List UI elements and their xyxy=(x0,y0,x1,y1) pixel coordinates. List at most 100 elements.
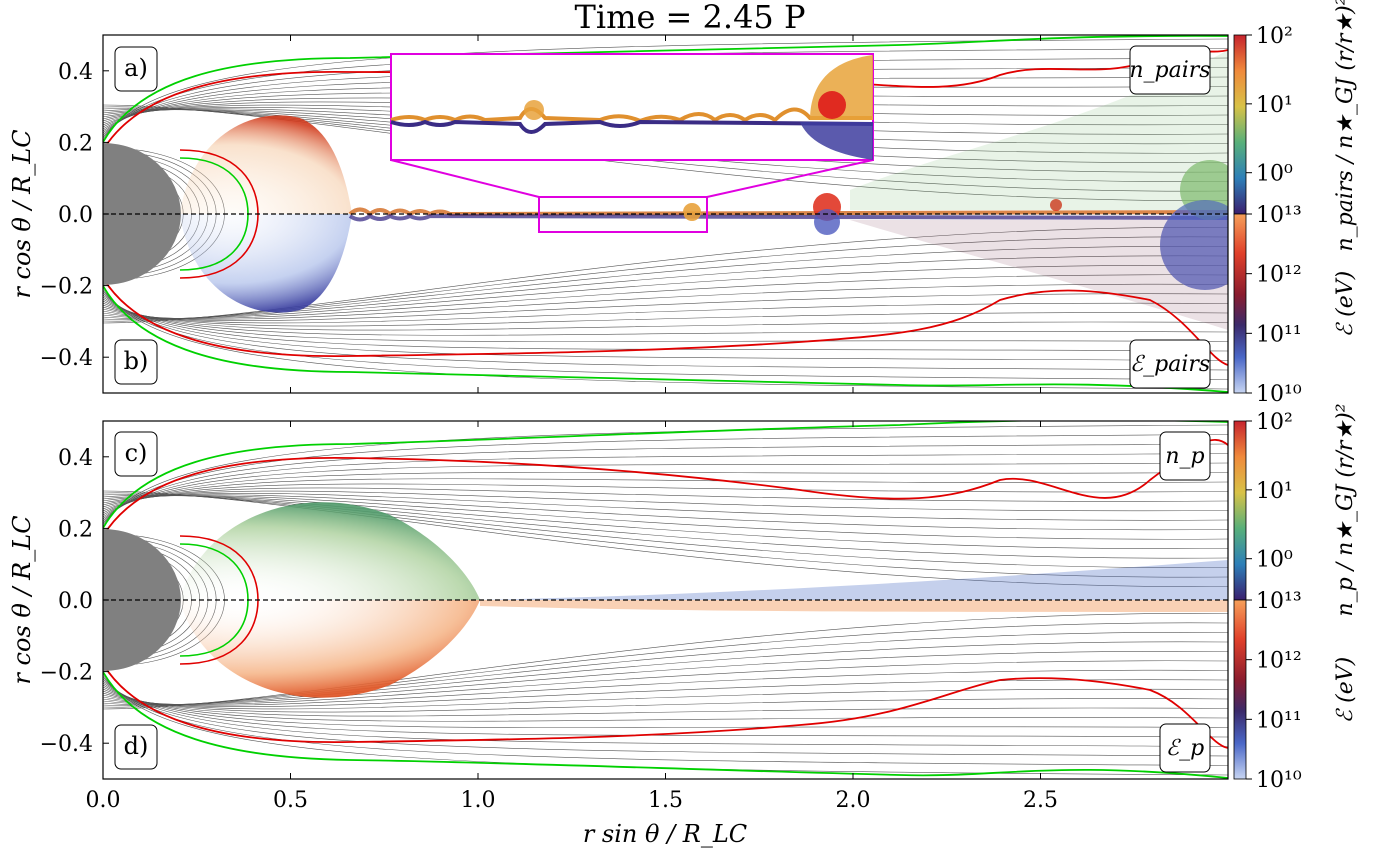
colorbar-energy-tick-label: 10¹⁰ xyxy=(1256,382,1302,407)
x-tick-label: 0.5 xyxy=(273,788,308,813)
panel-top: 0.40.20.0−0.2−0.4 a) b) n_pairs ℰ_pairs … xyxy=(8,34,1229,394)
proton-energy-lobe xyxy=(180,600,480,698)
inset xyxy=(390,53,874,161)
panel-bottom: 0.0 0.5 1.0 1.5 2.0 2.5 0.4 0.2 0.0 −0.2 −0.4 c) d… xyxy=(8,420,1229,848)
y-tick-label: 0.4 xyxy=(58,60,93,85)
colorbar-energy-tick-label: 10¹¹ xyxy=(1256,708,1302,733)
colorbar-density-label-bottom: n_p / n★_GJ (r/r★)² xyxy=(1333,403,1358,616)
ticks-bottom: 0.0 0.5 1.0 1.5 2.0 2.5 0.4 0.2 0.0 −0.2 −0.4 xyxy=(40,421,1058,813)
colorbar-energy-tick-label: 10¹¹ xyxy=(1256,322,1302,347)
svg-text:d): d) xyxy=(124,732,149,760)
colorbar-energy-tick-label: 10¹² xyxy=(1256,263,1302,288)
open-field-line xyxy=(103,453,1228,520)
tag-a: a) xyxy=(114,46,158,92)
proton-energy-outflow xyxy=(480,600,1228,612)
y-tick-label: 0.2 xyxy=(58,517,93,542)
inset-sheet-lower xyxy=(390,119,874,134)
ticks-top: 0.4 0.2 0.0 −0.2 −0.4 xyxy=(40,35,1041,393)
separatrix-line xyxy=(103,663,1228,749)
svg-text:b): b) xyxy=(124,347,149,375)
current-sheet-lower xyxy=(348,213,1228,222)
colorbar-density-tick-label: 10¹ xyxy=(1256,479,1293,504)
current-sheet-upper xyxy=(348,207,1228,217)
y-tick-label: −0.2 xyxy=(40,275,93,300)
colorbar-energy-tick-label: 10¹³ xyxy=(1256,589,1302,614)
y-tick-label: 0.2 xyxy=(58,131,93,156)
open-field-line xyxy=(103,300,1228,336)
inset-connector xyxy=(706,159,874,198)
open-field-line xyxy=(103,227,1228,324)
plasmoid xyxy=(814,209,840,235)
tag-c: c) xyxy=(114,431,158,477)
open-field-line xyxy=(103,490,1228,587)
proton-density-lobe xyxy=(180,502,480,600)
open-field-line xyxy=(103,686,1228,722)
colorbar-density-tick-label: 10² xyxy=(1256,410,1293,435)
colorbar-energy-tick-label: 10¹³ xyxy=(1256,203,1302,228)
x-tick-label: 0.0 xyxy=(86,788,121,813)
open-field-line xyxy=(103,478,1228,514)
colorbar-energy-label-top: ℰ (eV) xyxy=(1333,271,1358,337)
colorbar-energy-bottom xyxy=(1233,599,1247,780)
inset-large-plasmoid-lower xyxy=(800,122,873,160)
colorbar-top: 10² 10¹ 10⁰ 10¹³ 10¹² 10¹¹ 10¹⁰ n_pairs / n★_G… xyxy=(1233,0,1358,407)
last-open-line xyxy=(103,421,1228,529)
proton-density-outflow xyxy=(480,560,1228,600)
open-field-line xyxy=(103,680,1228,747)
y-tick-label: 0.4 xyxy=(58,446,93,471)
x-tick-label: 1.5 xyxy=(648,788,683,813)
colorbar-bottom: 10² 10¹ 10⁰ 10¹³ 10¹² 10¹¹ 10¹⁰ n_p / n★_GJ (r… xyxy=(1233,403,1358,793)
label-epairs: ℰ_pairs xyxy=(1129,339,1211,389)
last-open-line xyxy=(103,671,1228,779)
y-tick-label: −0.4 xyxy=(40,346,93,371)
ylabel-top: r cos θ / R_LC xyxy=(8,129,36,298)
figure-title: Time = 2.45 P xyxy=(575,0,806,36)
colorbar-density-tick-label: 10² xyxy=(1256,24,1293,49)
y-tick-label: 0.0 xyxy=(58,589,93,614)
y-tick-label: −0.2 xyxy=(40,661,93,686)
pair-density-outflow xyxy=(850,50,1228,210)
plasmoid xyxy=(683,203,701,221)
svg-text:a): a) xyxy=(124,54,148,82)
colorbar-density-tick-label: 10⁰ xyxy=(1256,548,1293,573)
svg-text:ℰ_pairs: ℰ_pairs xyxy=(1130,352,1210,377)
x-tick-label: 1.0 xyxy=(461,788,496,813)
colorbar-energy-tick-label: 10¹² xyxy=(1256,649,1302,674)
separatrix-line xyxy=(103,277,1228,366)
svg-text:n_pairs: n_pairs xyxy=(1129,58,1210,83)
svg-text:c): c) xyxy=(125,439,148,467)
xlabel: r sin θ / R_LC xyxy=(583,820,747,848)
colorbar-density-label-top: n_pairs / n★_GJ (r/r★)² xyxy=(1333,0,1358,252)
label-npairs: n_pairs xyxy=(1129,45,1211,95)
svg-text:ℰ_p: ℰ_p xyxy=(1166,736,1204,761)
pair-energy-outflow xyxy=(850,220,1228,330)
x-tick-label: 2.5 xyxy=(1023,788,1058,813)
tag-b: b) xyxy=(114,339,158,385)
colorbar-energy-label-bottom: ℰ (eV) xyxy=(1333,657,1358,723)
ylabel-bottom: r cos θ / R_LC xyxy=(8,515,36,684)
y-tick-label: −0.4 xyxy=(40,732,93,757)
inset-connector xyxy=(390,159,540,198)
last-open-line xyxy=(103,285,1228,393)
separatrix-line xyxy=(103,439,1228,537)
label-np: n_p xyxy=(1159,431,1211,481)
inset-plasmoid-core xyxy=(818,91,846,119)
colorbar-density-top xyxy=(1233,34,1247,215)
label-ep: ℰ_p xyxy=(1159,723,1211,773)
colorbar-density-bottom xyxy=(1233,420,1247,601)
plasmoid xyxy=(1160,200,1228,290)
open-field-line xyxy=(103,613,1228,710)
colorbar-density-tick-label: 10¹ xyxy=(1256,93,1293,118)
pair-energy-lobe xyxy=(180,214,352,313)
y-tick-label: 0.0 xyxy=(58,203,93,228)
neutron-star-disk xyxy=(103,529,181,671)
colorbar-energy-tick-label: 10¹⁰ xyxy=(1256,768,1302,793)
inset-plasmoid xyxy=(524,100,544,120)
pair-density-lobe xyxy=(180,115,352,214)
plasmoid xyxy=(1050,199,1062,211)
x-tick-label: 2.0 xyxy=(836,788,871,813)
inset-source-box xyxy=(538,196,708,233)
svg-text:n_p: n_p xyxy=(1165,444,1204,469)
neutron-star-disk xyxy=(103,143,181,285)
